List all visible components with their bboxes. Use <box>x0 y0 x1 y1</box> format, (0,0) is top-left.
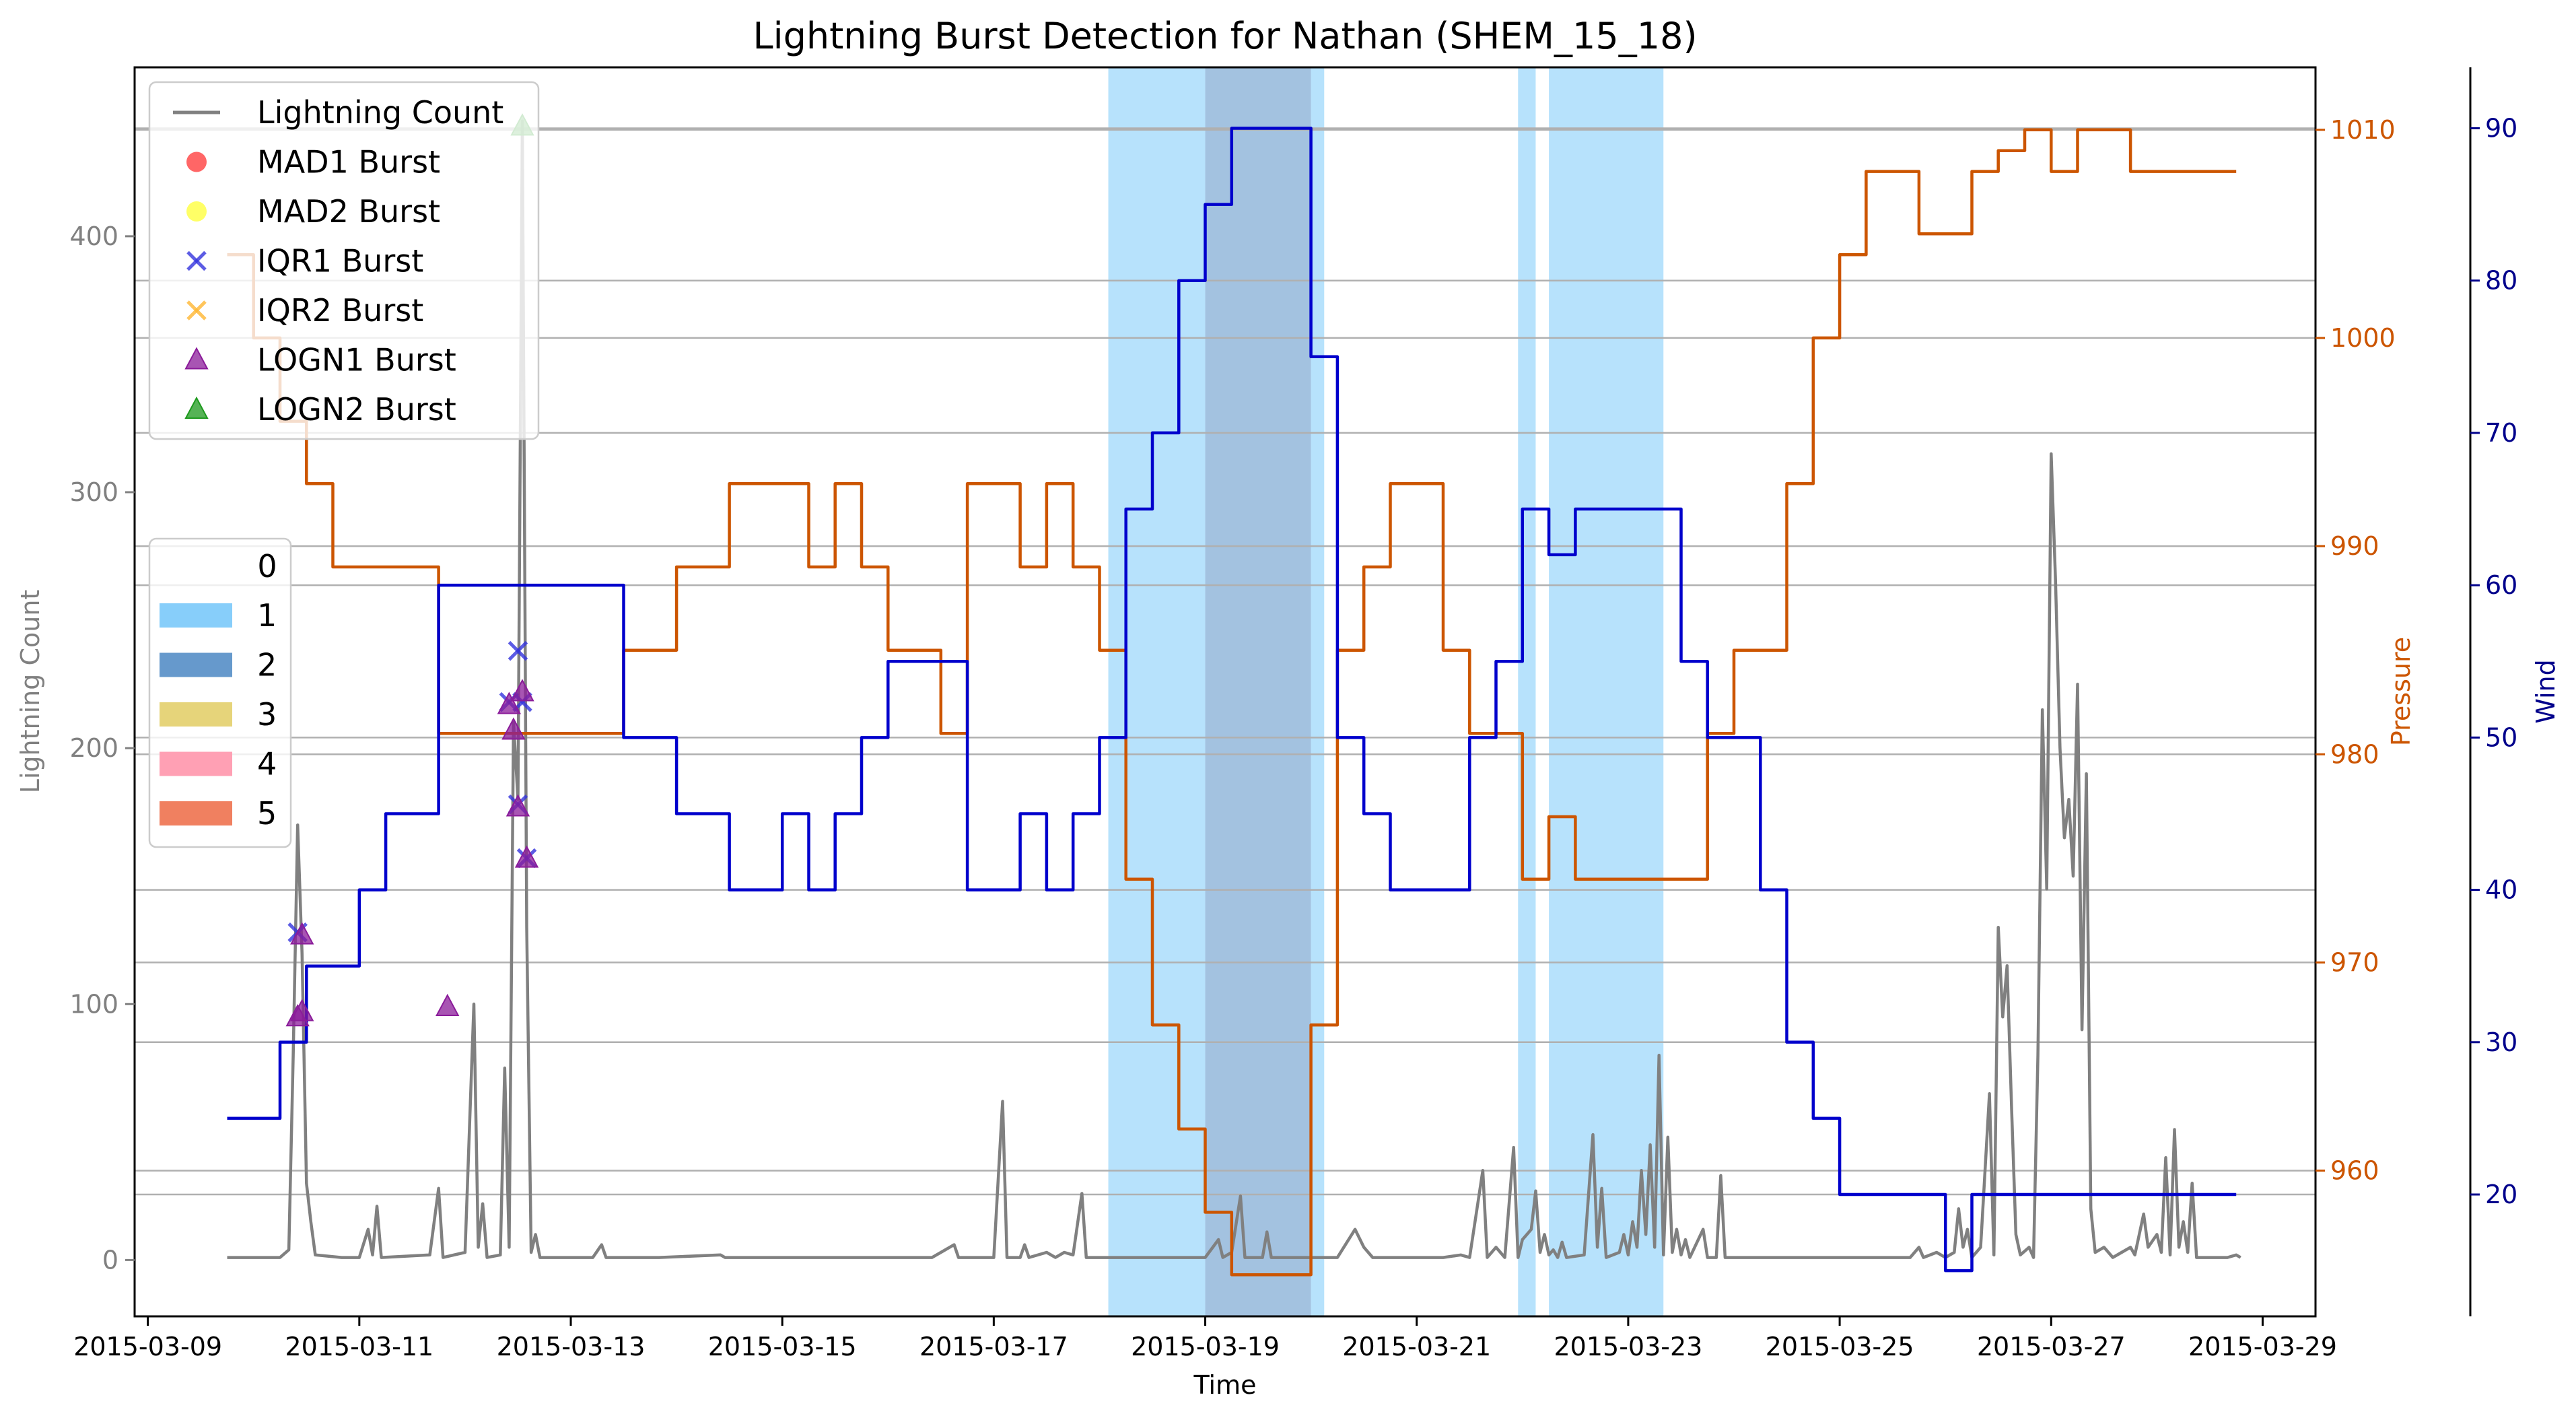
legend-iqr2-burst-label: IQR2 Burst <box>257 292 423 329</box>
lightning-tick-label: 0 <box>102 1245 118 1275</box>
x-tick-label: 2015-03-23 <box>1554 1332 1702 1361</box>
wind-tick-label: 90 <box>2485 113 2517 143</box>
legend-iqr1-burst-swatch-stroke-b <box>186 250 207 271</box>
logn1-burst-marker <box>497 692 522 714</box>
legend-category-5-swatch <box>160 801 232 825</box>
wind-tick-label: 30 <box>2485 1027 2517 1057</box>
wind-tick-label: 60 <box>2485 570 2517 600</box>
legend-burst-frame <box>148 81 540 440</box>
legend-logn1-burst-swatch <box>184 347 209 370</box>
logn1-burst-marker <box>514 845 539 868</box>
highlight-span-1 <box>1311 67 1325 1316</box>
wind-line <box>227 127 2237 1273</box>
plot-area <box>227 113 2241 1277</box>
pressure-line <box>227 128 2237 1277</box>
legend-category-1-swatch <box>160 603 232 628</box>
legend-category-5-label: 5 <box>257 795 277 832</box>
pressure-tick-label: 970 <box>2330 947 2379 977</box>
legend-category-4-label: 4 <box>257 746 277 782</box>
iqr1-burst-marker <box>508 640 528 661</box>
pressure-axis-label: Pressure <box>2386 637 2416 746</box>
x-tick-label: 2015-03-17 <box>919 1332 1068 1361</box>
x-tick-label: 2015-03-21 <box>1342 1332 1491 1361</box>
legend-logn2-burst-swatch <box>184 396 209 419</box>
logn1-burst-marker <box>436 993 460 1017</box>
lightning-tick-label: 400 <box>69 222 118 251</box>
logn1-burst-marker <box>290 999 314 1021</box>
legend-category-1-label: 1 <box>257 597 277 634</box>
highlight-span-1 <box>1549 67 1664 1316</box>
pressure-tick-label: 1000 <box>2330 323 2396 353</box>
legend-categories-title: 0 <box>257 548 277 584</box>
legend-lightning-count-label: Lightning Count <box>257 94 503 131</box>
chart-title: Lightning Burst Detection for Nathan (SH… <box>753 15 1697 57</box>
wind-tick-label: 20 <box>2485 1180 2517 1209</box>
legend-category-3-label: 3 <box>257 696 277 733</box>
x-tick-label: 2015-03-13 <box>497 1332 646 1361</box>
wind-axis-label: Wind <box>2531 659 2561 724</box>
lightning-tick-label: 200 <box>69 733 118 763</box>
wind-tick-label: 70 <box>2485 418 2517 448</box>
highlight-span-1 <box>1518 67 1536 1316</box>
logn1-burst-marker <box>501 717 526 740</box>
logn1-burst-marker <box>506 794 530 817</box>
legend-mad1-burst-label: MAD1 Burst <box>257 144 440 180</box>
legend-category-2-swatch <box>160 652 232 677</box>
legend-category-4-swatch <box>160 751 232 776</box>
logn1-burst-marker <box>290 922 314 945</box>
legend-iqr2-burst-swatch <box>186 300 207 321</box>
legend-iqr1-burst-swatch <box>186 250 207 271</box>
wind-tick-label: 40 <box>2485 875 2517 905</box>
legend-category-2-label: 2 <box>257 647 277 683</box>
legend-mad1-burst-swatch <box>186 151 207 172</box>
legend-category-3-swatch <box>160 702 232 727</box>
highlight-span-2 <box>1205 67 1311 1316</box>
highlight-spans <box>1108 67 1664 1316</box>
x-tick-label: 2015-03-15 <box>708 1332 857 1361</box>
pressure-tick-label: 980 <box>2330 739 2379 769</box>
x-tick-label: 2015-03-11 <box>285 1332 433 1361</box>
pressure-tick-label: 960 <box>2330 1156 2379 1186</box>
iqr1-burst-marker-stroke-b <box>508 640 528 661</box>
x-tick-label: 2015-03-25 <box>1766 1332 1914 1361</box>
legend-categories: 0 1 2 3 4 5 <box>148 537 292 848</box>
lightning-count-axis-label: Lightning Count <box>15 590 45 794</box>
legend-logn1-burst-label: LOGN1 Burst <box>257 342 456 378</box>
lightning-tick-label: 100 <box>69 989 118 1019</box>
legend-mad2-burst-label: MAD2 Burst <box>257 193 440 230</box>
wind-tick-label: 80 <box>2485 266 2517 296</box>
x-tick-label: 2015-03-27 <box>1977 1332 2126 1361</box>
legend-burst-markers: Lightning Count MAD1 Burst MAD2 Burst IQR1 … <box>148 81 540 440</box>
plot-frame <box>133 66 2317 1318</box>
x-axis-label: Time <box>1193 1370 1257 1400</box>
legend-logn2-burst-label: LOGN2 Burst <box>257 391 456 428</box>
lightning-count-line <box>227 119 2241 1259</box>
pressure-tick-label: 990 <box>2330 531 2379 561</box>
x-axis: 2015-03-09 2015-03-11 2015-03-13 2015-03-15… <box>73 1316 2337 1361</box>
x-tick-label: 2015-03-19 <box>1131 1332 1280 1361</box>
pressure-tick-label: 1010 <box>2330 115 2396 145</box>
x-tick-label: 2015-03-09 <box>73 1332 222 1361</box>
wind-axis: 20 30 40 50 60 70 80 90 <box>2469 67 2517 1316</box>
lightning-tick-label: 300 <box>69 477 118 507</box>
logn1-burst-marker <box>510 679 534 702</box>
legend-iqr2-burst-swatch-stroke-b <box>186 300 207 321</box>
wind-tick-label: 50 <box>2485 722 2517 752</box>
x-tick-label: 2015-03-29 <box>2188 1332 2337 1361</box>
pressure-axis: 960 970 980 990 1000 1010 <box>2316 115 2396 1186</box>
legend-iqr1-burst-label: IQR1 Burst <box>257 243 423 279</box>
legend-mad2-burst-swatch <box>186 201 207 222</box>
lightning-count-axis: 0 100 200 300 400 <box>69 222 135 1275</box>
